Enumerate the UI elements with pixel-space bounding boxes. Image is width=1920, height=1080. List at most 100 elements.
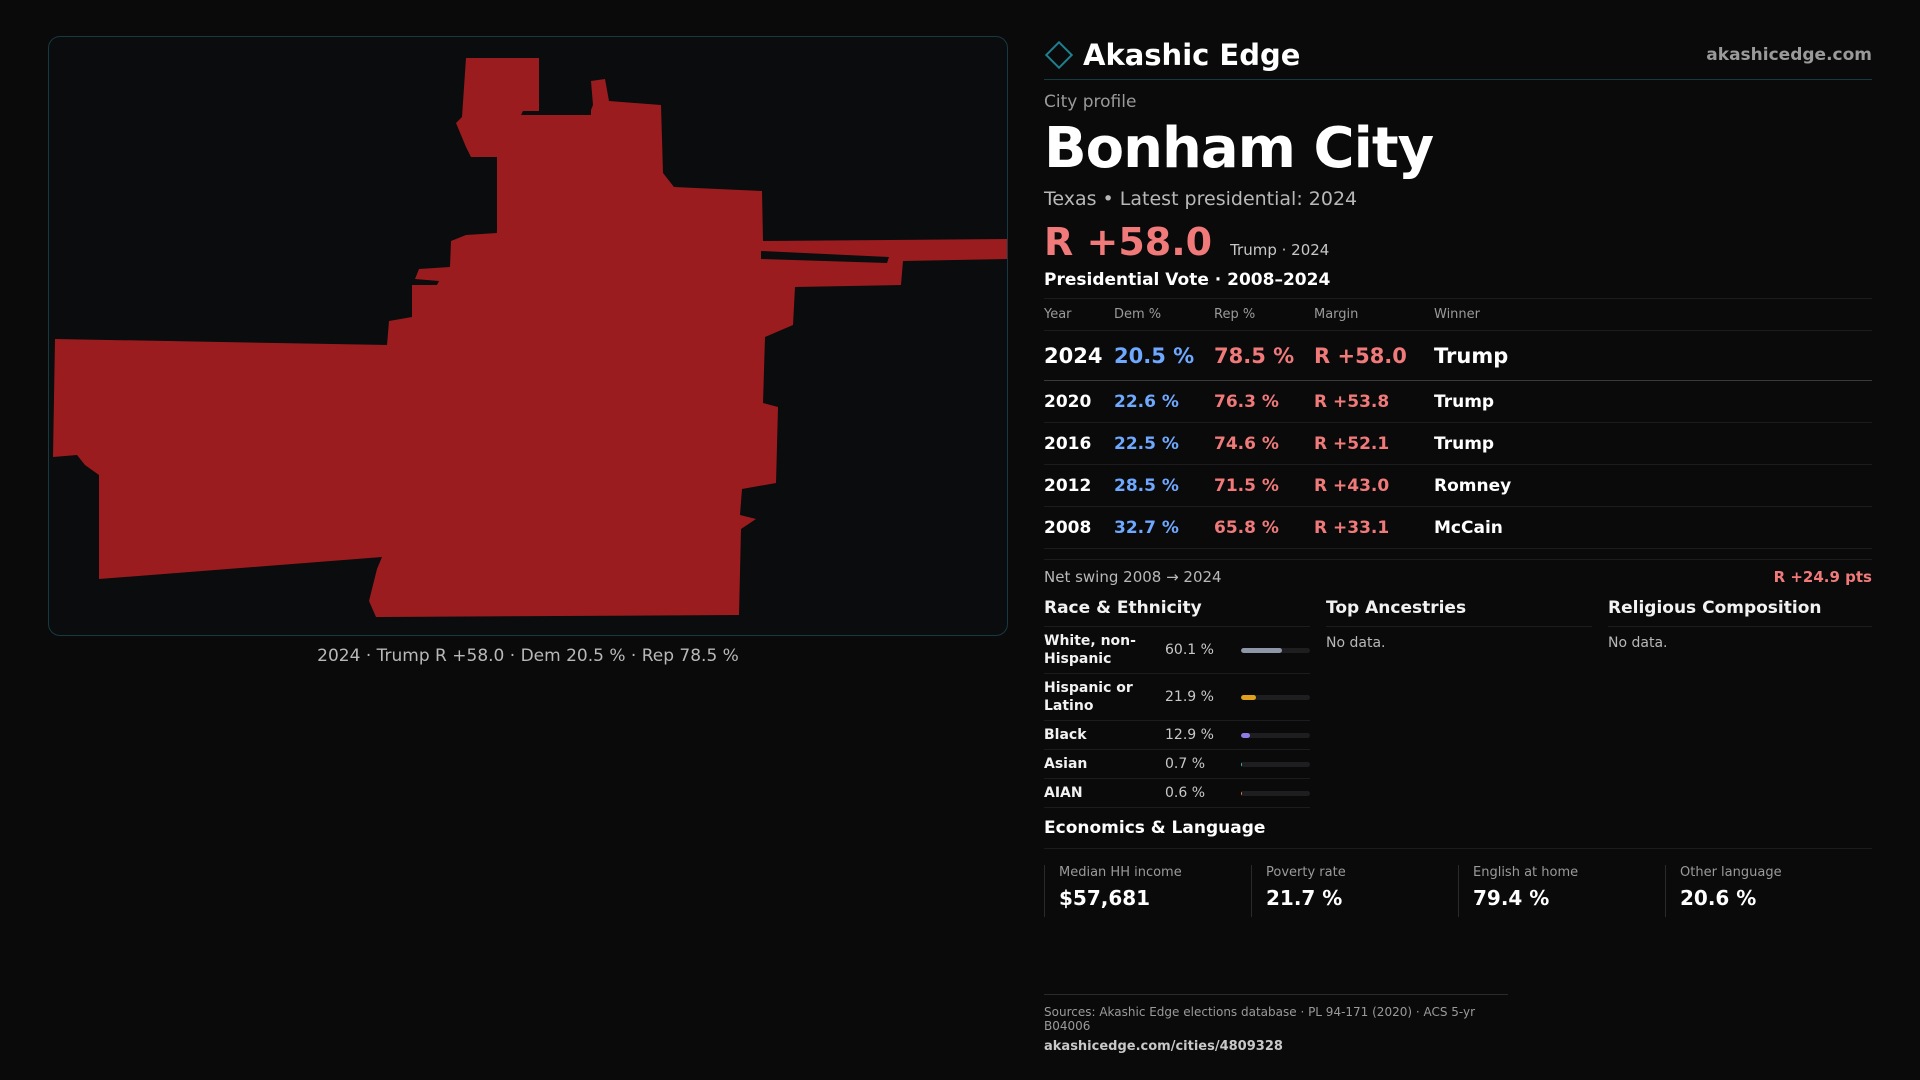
- race-name: AIAN: [1044, 785, 1083, 801]
- swing-value: R +24.9 pts: [1773, 568, 1872, 586]
- race-row: Black 12.9 %: [1044, 721, 1310, 750]
- sources-footer: Sources: Akashic Edge elections database…: [1044, 994, 1508, 1054]
- table-row: 2020 22.6 % 76.3 % R +53.8 Trump: [1044, 381, 1872, 423]
- col-rep: Rep %: [1214, 307, 1256, 322]
- stat-label: English at home: [1473, 865, 1579, 880]
- stat-card: Poverty rate 21.7 %: [1251, 865, 1458, 917]
- net-swing: Net swing 2008 → 2024 R +24.9 pts: [1044, 559, 1872, 586]
- race-section: Race & Ethnicity White, non-Hispanic 60.1…: [1044, 598, 1310, 808]
- city-boundary-shape[interactable]: [53, 58, 1007, 617]
- vote-section-title: Presidential Vote · 2008–2024: [1044, 270, 1331, 290]
- cell-year: 2008: [1044, 517, 1092, 538]
- race-name: Asian: [1044, 756, 1088, 772]
- cell-dem: 22.6 %: [1114, 391, 1179, 412]
- permalink[interactable]: akashicedge.com/cities/4809328: [1044, 1039, 1283, 1054]
- economics-section-title: Economics & Language: [1044, 818, 1872, 849]
- stat-card: Other language 20.6 %: [1665, 865, 1872, 917]
- city-boundary-map[interactable]: [48, 36, 1008, 636]
- cell-dem: 20.5 %: [1114, 343, 1195, 368]
- race-name: White, non-Hispanic: [1044, 633, 1136, 667]
- brand-name: Akashic Edge: [1083, 37, 1301, 72]
- cell-rep: 65.8 %: [1214, 517, 1279, 538]
- col-winner: Winner: [1434, 307, 1481, 322]
- religion-section-title: Religious Composition: [1608, 598, 1872, 627]
- ancestry-section: Top Ancestries No data.: [1326, 598, 1592, 808]
- race-name: Hispanic or Latino: [1044, 680, 1133, 714]
- race-bar-fill: [1241, 694, 1257, 700]
- page-kicker: City profile: [1044, 92, 1137, 112]
- stat-card: English at home 79.4 %: [1458, 865, 1665, 917]
- cell-winner: Trump: [1434, 343, 1509, 368]
- religion-empty: No data.: [1608, 635, 1668, 651]
- table-row: 2012 28.5 % 71.5 % R +43.0 Romney: [1044, 465, 1872, 507]
- brand[interactable]: Akashic Edge: [1044, 38, 1300, 72]
- cell-rep: 76.3 %: [1214, 391, 1279, 412]
- cell-winner: Trump: [1434, 391, 1495, 412]
- race-bar: [1241, 647, 1310, 653]
- col-dem: Dem %: [1114, 307, 1162, 322]
- ancestry-empty: No data.: [1326, 635, 1386, 651]
- col-year: Year: [1044, 307, 1072, 322]
- cell-year: 2016: [1044, 433, 1092, 454]
- race-bar: [1241, 732, 1310, 738]
- vote-table-header: Year Dem % Rep % Margin Winner: [1044, 299, 1872, 331]
- race-pct: 60.1 %: [1165, 642, 1214, 658]
- col-margin: Margin: [1314, 307, 1359, 322]
- race-bar-fill: [1241, 732, 1250, 738]
- cell-rep: 71.5 %: [1214, 475, 1279, 496]
- stat-value: 79.4 %: [1473, 886, 1550, 910]
- cell-dem: 28.5 %: [1114, 475, 1179, 496]
- race-list: White, non-Hispanic 60.1 % Hispanic or Lat…: [1044, 627, 1310, 808]
- page-title: Bonham City: [1044, 116, 1434, 181]
- cell-margin: R +53.8: [1314, 391, 1390, 412]
- race-pct: 0.7 %: [1165, 756, 1206, 772]
- cell-winner: Romney: [1434, 475, 1512, 496]
- header: Akashic Edge akashicedge.com: [1044, 30, 1872, 80]
- sources-line: Sources: Akashic Edge elections database…: [1044, 1005, 1476, 1033]
- stat-label: Median HH income: [1059, 865, 1182, 880]
- cell-winner: Trump: [1434, 433, 1495, 454]
- table-row: 2024 20.5 % 78.5 % R +58.0 Trump: [1044, 331, 1872, 381]
- race-bar: [1241, 761, 1310, 767]
- stat-value: 21.7 %: [1266, 886, 1343, 910]
- stat-value: $57,681: [1059, 886, 1151, 910]
- cell-year: 2020: [1044, 391, 1092, 412]
- diamond-icon: [1044, 40, 1074, 69]
- race-bar: [1241, 790, 1310, 796]
- page-subtitle: Texas • Latest presidential: 2024: [1044, 188, 1358, 210]
- vote-table: Year Dem % Rep % Margin Winner 2024 20.5…: [1044, 298, 1872, 549]
- map-caption: 2024 · Trump R +58.0 · Dem 20.5 % · Rep …: [317, 646, 739, 666]
- cell-year: 2012: [1044, 475, 1092, 496]
- race-section-title: Race & Ethnicity: [1044, 598, 1310, 627]
- table-row: 2016 22.5 % 74.6 % R +52.1 Trump: [1044, 423, 1872, 465]
- race-row: White, non-Hispanic 60.1 %: [1044, 627, 1310, 674]
- demographics: Race & Ethnicity White, non-Hispanic 60.1…: [1044, 598, 1872, 808]
- table-row: 2008 32.7 % 65.8 % R +33.1 McCain: [1044, 507, 1872, 549]
- stat-label: Other language: [1680, 865, 1782, 880]
- cell-year: 2024: [1044, 343, 1103, 368]
- stat-value: 20.6 %: [1680, 886, 1757, 910]
- race-bar: [1241, 694, 1310, 700]
- race-pct: 0.6 %: [1165, 785, 1206, 801]
- race-bar-fill: [1241, 761, 1243, 767]
- cell-dem: 32.7 %: [1114, 517, 1179, 538]
- cell-margin: R +52.1: [1314, 433, 1390, 454]
- race-row: AIAN 0.6 %: [1044, 779, 1310, 808]
- cell-dem: 22.5 %: [1114, 433, 1179, 454]
- headline-result: R +58.0 Trump · 2024: [1044, 220, 1872, 264]
- race-row: Hispanic or Latino 21.9 %: [1044, 674, 1310, 721]
- profile-panel: Akashic Edge akashicedge.com City profil…: [1044, 30, 1872, 917]
- cell-margin: R +58.0: [1314, 343, 1407, 368]
- race-pct: 21.9 %: [1165, 689, 1214, 705]
- race-name: Black: [1044, 727, 1087, 743]
- headline-margin: R +58.0: [1044, 220, 1213, 264]
- religion-section: Religious Composition No data.: [1608, 598, 1872, 808]
- cell-rep: 74.6 %: [1214, 433, 1279, 454]
- race-bar-fill: [1241, 790, 1243, 796]
- swing-label: Net swing 2008 → 2024: [1044, 568, 1222, 586]
- site-link[interactable]: akashicedge.com: [1706, 44, 1872, 65]
- cell-rep: 78.5 %: [1214, 343, 1295, 368]
- stat-label: Poverty rate: [1266, 865, 1346, 880]
- cell-margin: R +33.1: [1314, 517, 1390, 538]
- cell-winner: McCain: [1434, 517, 1503, 538]
